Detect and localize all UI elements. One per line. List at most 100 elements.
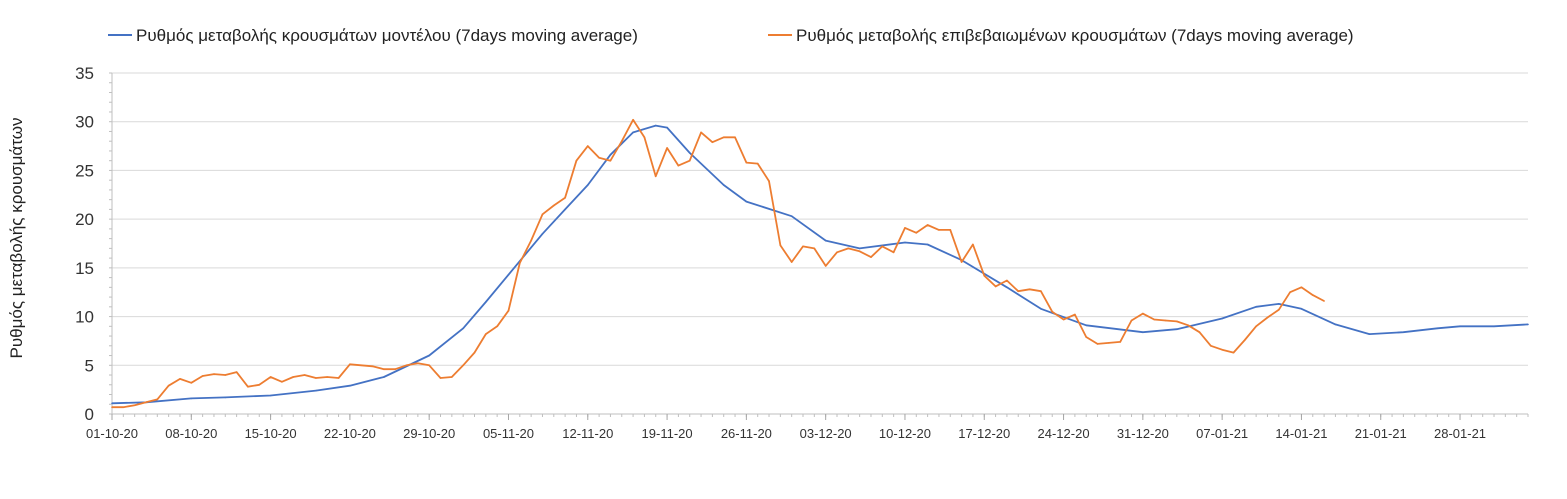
data-point — [790, 261, 793, 263]
data-point — [847, 247, 850, 250]
data-point — [541, 213, 544, 216]
data-point — [654, 175, 657, 178]
x-tick-label: 22-10-20 — [324, 426, 376, 441]
x-tick-label: 15-10-20 — [245, 426, 297, 441]
legend: Ρυθμός μεταβολής κρουσμάτων μοντέλου (7d… — [108, 26, 1354, 45]
x-tick-label: 07-01-21 — [1196, 426, 1248, 441]
data-point — [496, 325, 499, 328]
data-point — [145, 401, 147, 404]
x-tick-label: 26-11-20 — [721, 426, 772, 441]
data-point — [564, 208, 566, 211]
x-tick-label: 21-01-21 — [1355, 426, 1407, 441]
data-point — [1221, 348, 1223, 351]
data-point — [349, 363, 351, 366]
data-point — [1436, 327, 1439, 330]
data-point — [802, 245, 804, 248]
data-point — [711, 141, 714, 143]
data-point — [1255, 325, 1257, 328]
data-point — [179, 378, 181, 380]
data-point — [1096, 343, 1099, 345]
y-tick-label: 15 — [75, 259, 94, 278]
data-point — [111, 402, 113, 405]
data-point — [1493, 325, 1495, 328]
data-point — [1278, 303, 1280, 305]
data-point — [269, 376, 272, 378]
data-point — [473, 351, 476, 354]
data-point — [1153, 318, 1155, 321]
data-point — [1130, 319, 1133, 322]
data-point — [564, 196, 566, 199]
x-tick-label: 14-01-21 — [1275, 426, 1327, 441]
data-point — [700, 131, 702, 134]
data-point — [1085, 324, 1087, 327]
data-point — [156, 398, 159, 401]
data-point — [1119, 341, 1121, 343]
data-point — [1527, 323, 1529, 326]
legend-label: Ρυθμός μεταβολής επιβεβαιωμένων κρουσμάτ… — [796, 26, 1354, 45]
data-point — [1232, 351, 1235, 354]
data-point — [609, 154, 612, 156]
data-point — [1062, 318, 1065, 321]
x-tick-label: 05-11-20 — [483, 426, 534, 441]
data-point — [224, 396, 227, 399]
data-point — [677, 164, 680, 167]
data-point — [303, 374, 306, 376]
x-tick-label: 17-12-20 — [958, 426, 1010, 441]
data-point — [756, 162, 759, 165]
y-axis-title: Ρυθμός μεταβολής κρουσμάτων — [7, 118, 26, 359]
data-point — [768, 180, 770, 182]
y-tick-label: 25 — [75, 161, 94, 180]
data-point — [247, 385, 249, 388]
data-point — [813, 247, 816, 250]
data-point — [315, 389, 317, 392]
data-point — [269, 394, 272, 397]
data-point — [1108, 342, 1110, 344]
data-point — [360, 364, 363, 367]
data-point — [292, 376, 295, 378]
axes: 0 5 10 15 20 25 30 35 01-10-20 08-10-20 15-10-20 22… — [75, 64, 1529, 441]
data-point — [1074, 313, 1076, 316]
data-point — [688, 159, 691, 162]
data-point — [383, 368, 385, 371]
data-point — [439, 377, 442, 379]
data-point — [1040, 308, 1042, 310]
x-tick-label: 01-10-20 — [86, 426, 138, 441]
data-point — [666, 147, 668, 149]
data-point — [190, 397, 193, 400]
data-point — [972, 243, 974, 246]
data-point — [1176, 328, 1178, 331]
data-point — [654, 124, 657, 127]
data-point — [824, 265, 827, 267]
data-point — [553, 204, 555, 207]
data-point — [881, 245, 884, 248]
data-point — [417, 362, 419, 365]
data-point — [1334, 323, 1337, 326]
data-point — [1368, 333, 1371, 335]
data-point — [224, 374, 227, 376]
data-point — [315, 377, 317, 379]
data-point — [428, 354, 431, 357]
data-point — [349, 384, 351, 387]
data-point — [326, 376, 329, 378]
data-point — [213, 373, 215, 375]
data-point — [485, 333, 487, 335]
data-point — [892, 251, 895, 254]
data-point — [201, 375, 204, 377]
data-point — [904, 227, 906, 229]
data-point — [745, 200, 748, 203]
data-point — [167, 384, 170, 387]
data-point — [983, 274, 986, 277]
data-point — [1266, 316, 1269, 319]
data-point — [1278, 309, 1280, 311]
data-point — [462, 364, 465, 367]
x-tick-label: 24-12-20 — [1038, 426, 1090, 441]
data-point — [1176, 320, 1178, 323]
data-point — [609, 159, 612, 162]
data-point — [1221, 317, 1223, 320]
data-point — [836, 251, 838, 254]
data-point — [1300, 308, 1303, 310]
data-point — [790, 215, 793, 217]
data-point — [1051, 310, 1053, 313]
